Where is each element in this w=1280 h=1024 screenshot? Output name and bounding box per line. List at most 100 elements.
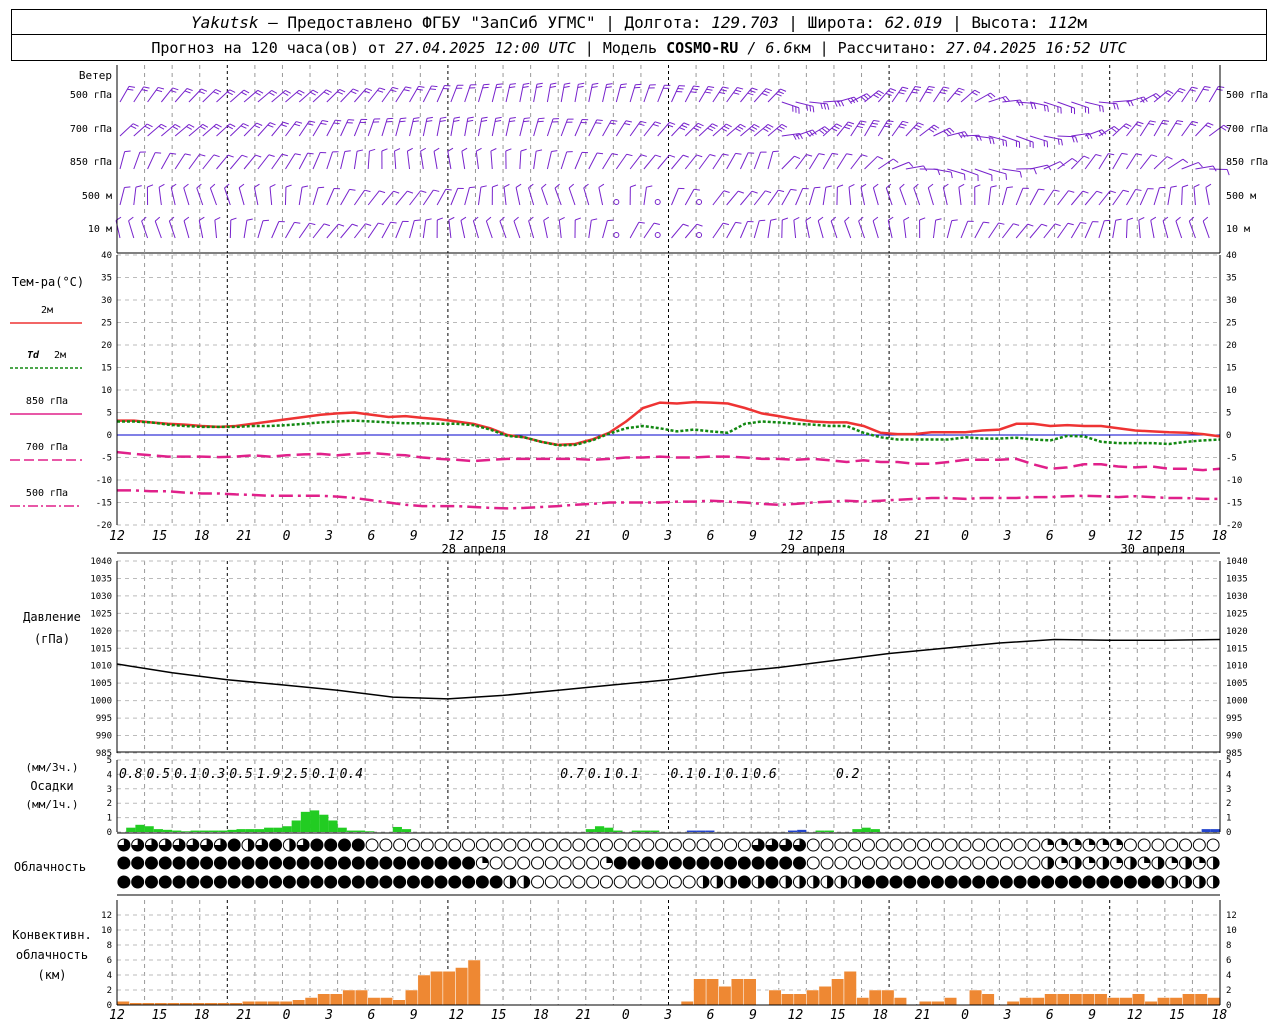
wind-barb xyxy=(367,222,379,239)
conv-bar xyxy=(292,999,306,1006)
cloud-fill xyxy=(435,876,448,888)
wind-barb xyxy=(1029,164,1048,170)
conv-bar xyxy=(1019,997,1033,1006)
conv-bar xyxy=(242,1001,256,1006)
temp-hour-tick: 12 xyxy=(109,529,125,544)
cloud-cell xyxy=(1192,838,1206,852)
wind-barb xyxy=(436,118,441,137)
wind-barb-feather xyxy=(453,116,461,119)
cloud-fill xyxy=(255,857,268,869)
cloud-fill xyxy=(813,876,820,888)
wind-barb xyxy=(1153,120,1164,137)
wind-barb-feather xyxy=(196,183,202,189)
cloud-cell xyxy=(958,838,972,852)
wind-barb-feather xyxy=(690,91,697,93)
latitude-label: | Широта: xyxy=(778,13,885,32)
wind-barb-feather xyxy=(426,116,433,119)
wind-barb xyxy=(353,151,358,170)
wind-barb-feather xyxy=(706,88,713,91)
wind-barb xyxy=(1015,223,1029,239)
cloud-cell xyxy=(848,856,862,870)
wind-barb-feather xyxy=(339,88,346,93)
conv-ytick-right: 8 xyxy=(1226,941,1231,951)
wind-barb xyxy=(448,220,452,239)
wind-barb-feather xyxy=(719,91,726,95)
wind-barb-feather xyxy=(445,188,452,191)
wind-barb-feather xyxy=(1127,217,1134,221)
wind-barb xyxy=(257,220,264,239)
wind-barb xyxy=(141,220,149,239)
wind-barb xyxy=(1029,223,1042,239)
conv-bar xyxy=(856,997,870,1006)
wind-barb-feather xyxy=(992,138,995,145)
wind-barb-feather xyxy=(592,82,599,85)
rain-bar xyxy=(852,829,862,832)
wind-barb-feather xyxy=(794,155,801,160)
cloud-cell xyxy=(531,875,545,889)
wind-barb-feather xyxy=(1071,136,1075,143)
wind-barb xyxy=(447,151,452,170)
wind-barb-feather xyxy=(737,86,744,90)
wind-barb-feather xyxy=(873,183,879,189)
wind-barb xyxy=(1126,121,1139,137)
wind-barb-feather xyxy=(809,130,814,136)
wind-barb-feather xyxy=(697,122,704,127)
cloud-fill xyxy=(669,857,682,869)
cloud-cell xyxy=(944,856,958,870)
temp-hour-tick: 9 xyxy=(1088,529,1096,544)
wind-barb xyxy=(822,153,833,170)
wind-level-right-1: 700 гПа xyxy=(1226,124,1268,135)
precip-title: Осадки xyxy=(30,779,73,793)
cloud-fill xyxy=(614,857,627,869)
wind-barb-feather xyxy=(439,119,446,122)
wind-barb-feather xyxy=(1033,103,1037,110)
wind-barb xyxy=(1153,187,1160,206)
cloud-fill xyxy=(724,857,737,869)
conv-ytick-left: 10 xyxy=(101,926,112,936)
cloud-fill xyxy=(1075,839,1082,845)
wind-barb xyxy=(1098,220,1105,239)
cloud-fill xyxy=(799,876,806,888)
wind-barb xyxy=(460,220,466,239)
wind-barb xyxy=(864,120,874,137)
wind-barb-feather xyxy=(917,122,924,126)
wind-barb xyxy=(519,84,524,103)
wind-barb-feather xyxy=(1150,216,1157,221)
wind-barb-feather xyxy=(344,150,351,152)
conv-bar xyxy=(793,993,807,1006)
wind-barb-feather xyxy=(765,88,772,92)
wind-barb xyxy=(528,220,535,239)
pressure-ytick-right: 1025 xyxy=(1226,609,1248,619)
wind-barb xyxy=(158,187,162,206)
wind-barb xyxy=(588,119,598,137)
wind-barb-feather xyxy=(214,216,221,221)
wind-barb-feather xyxy=(480,185,487,188)
wind-barb-feather xyxy=(974,184,981,188)
wind-barb-feather xyxy=(1019,171,1022,178)
wind-barb-feather xyxy=(1166,156,1173,160)
cloud-cell xyxy=(737,838,751,852)
wind-barb xyxy=(353,119,362,137)
conv-bar xyxy=(1069,993,1083,1006)
wind-barb xyxy=(209,187,217,206)
wind-barb-feather xyxy=(538,117,545,120)
wind-barb xyxy=(726,190,739,206)
wind-barb-feather xyxy=(524,117,531,120)
conv-hour-tick: 15 xyxy=(491,1008,507,1023)
wind-barb xyxy=(409,118,415,137)
wind-barb xyxy=(381,190,394,206)
wind-barb xyxy=(805,220,810,239)
precip-3h-total: 0.1 xyxy=(698,767,721,782)
wind-barb-feather xyxy=(887,90,894,94)
conv-bar xyxy=(705,978,719,1006)
wind-barb-feather xyxy=(958,132,963,139)
wind-barb-feather xyxy=(860,183,867,188)
wind-barb-feather xyxy=(1122,189,1129,193)
wind-barb xyxy=(1002,135,1020,143)
wind-level-right-2: 850 гПа xyxy=(1226,157,1268,168)
temp-ytick-left: -20 xyxy=(96,521,112,531)
wind-barb xyxy=(1195,165,1214,170)
wind-barb-feather xyxy=(414,219,421,222)
wind-barb-feather xyxy=(875,92,882,97)
rain-bar xyxy=(346,830,356,832)
